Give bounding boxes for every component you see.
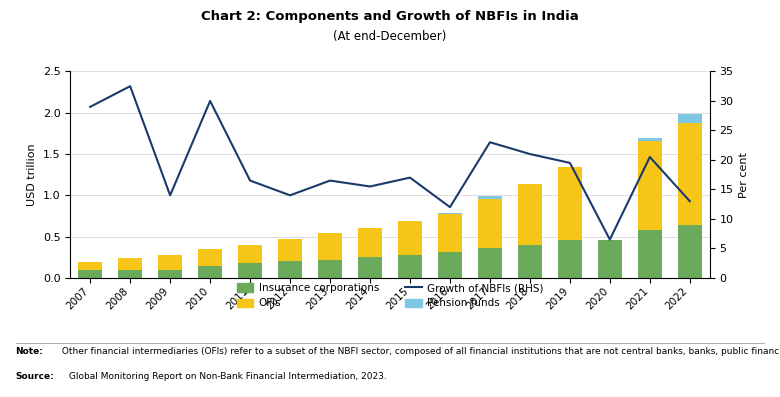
Bar: [238, 263, 262, 278]
Bar: [119, 270, 142, 278]
Text: (At end-December): (At end-December): [333, 30, 447, 43]
Text: Note:: Note:: [16, 347, 44, 357]
Bar: [438, 213, 462, 214]
Bar: [398, 221, 422, 255]
Bar: [278, 261, 302, 278]
Bar: [238, 245, 262, 263]
Bar: [198, 266, 222, 278]
Bar: [638, 141, 661, 230]
Bar: [478, 248, 502, 278]
Bar: [158, 270, 182, 278]
Text: Other financial intermediaries (OFIs) refer to a subset of the NBFI sector, comp: Other financial intermediaries (OFIs) re…: [59, 347, 780, 357]
Bar: [318, 260, 342, 278]
Bar: [119, 258, 142, 270]
Bar: [158, 255, 182, 270]
Bar: [638, 137, 661, 141]
Bar: [438, 252, 462, 278]
Text: Source:: Source:: [16, 372, 55, 382]
Bar: [278, 239, 302, 261]
Text: Chart 2: Components and Growth of NBFIs in India: Chart 2: Components and Growth of NBFIs …: [201, 10, 579, 23]
Bar: [438, 214, 462, 252]
Bar: [478, 198, 502, 248]
Bar: [638, 230, 661, 278]
Bar: [398, 255, 422, 278]
Bar: [558, 167, 582, 240]
Bar: [478, 196, 502, 198]
Text: Global Monitoring Report on Non-Bank Financial Intermediation, 2023.: Global Monitoring Report on Non-Bank Fin…: [66, 372, 387, 382]
Bar: [78, 270, 102, 278]
Bar: [78, 262, 102, 270]
Bar: [558, 240, 582, 278]
Bar: [597, 240, 622, 278]
Y-axis label: Per cent: Per cent: [739, 152, 750, 198]
Bar: [518, 184, 542, 245]
Bar: [318, 233, 342, 260]
Legend: Insurance corporations, OFIs, Growth of NBFIs (RHS), Pension funds: Insurance corporations, OFIs, Growth of …: [236, 283, 544, 308]
Bar: [198, 249, 222, 266]
Bar: [678, 114, 702, 123]
Bar: [358, 257, 382, 278]
Bar: [678, 225, 702, 278]
Bar: [518, 245, 542, 278]
Y-axis label: USD trillion: USD trillion: [27, 143, 37, 206]
Bar: [678, 123, 702, 225]
Bar: [358, 228, 382, 257]
